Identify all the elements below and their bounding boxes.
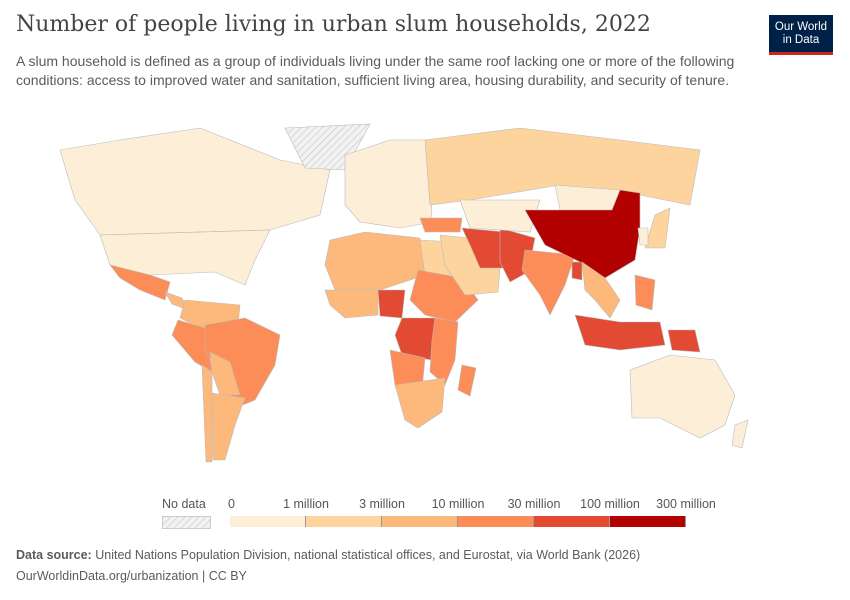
source-label: Data source: [16, 548, 92, 562]
region-bol-pry[interactable] [209, 351, 241, 396]
region-chl[interactable] [201, 364, 213, 463]
region-png[interactable] [667, 329, 701, 353]
region-waf[interactable] [324, 289, 379, 319]
region-can[interactable] [59, 127, 331, 236]
legend-bin-4[interactable] [534, 516, 610, 527]
region-bgd[interactable] [571, 261, 583, 281]
chart-subtitle: A slum household is defined as a group o… [16, 53, 735, 88]
region-eur[interactable] [344, 139, 433, 229]
legend-tick-label: 30 million [507, 497, 561, 511]
logo-line-2: in Data [782, 33, 820, 46]
region-phl[interactable] [634, 274, 656, 311]
legend-tick-label: 10 million [431, 497, 485, 511]
region-irn[interactable] [461, 227, 506, 269]
region-arg[interactable] [211, 392, 246, 461]
legend-no-data-swatch [162, 516, 211, 529]
region-mdg[interactable] [457, 364, 477, 397]
region-aus[interactable] [629, 354, 736, 439]
chart-title: Number of people living in urban slum ho… [16, 12, 651, 37]
legend-tick-label: 300 million [656, 497, 716, 511]
legend-bin-0[interactable] [230, 516, 306, 527]
logo-line-1: Our World [774, 20, 828, 33]
legend-tick-label: 0 [228, 497, 235, 511]
region-mex[interactable] [109, 264, 171, 301]
legend-bin-2[interactable] [382, 516, 458, 527]
region-idn[interactable] [574, 314, 666, 351]
region-nzl[interactable] [731, 419, 749, 449]
legend-tick-label: 100 million [580, 497, 640, 511]
legend-bin-1[interactable] [306, 516, 382, 527]
region-bra[interactable] [204, 317, 281, 409]
legend-bin-5[interactable] [610, 516, 686, 527]
region-tur[interactable] [419, 217, 463, 233]
legend-no-data-hatch [163, 517, 210, 528]
region-nga[interactable] [377, 289, 406, 319]
legend-bin-3[interactable] [458, 516, 534, 527]
region-rus[interactable] [424, 127, 701, 206]
region-naf[interactable] [324, 231, 426, 291]
region-kor[interactable] [637, 227, 649, 246]
url-line[interactable]: OurWorldinData.org/urbanization | CC BY [16, 569, 247, 583]
region-cas[interactable] [459, 199, 541, 233]
region-jpn[interactable] [644, 207, 671, 249]
legend-tick-label: 1 million [283, 497, 329, 511]
region-ind[interactable] [521, 249, 576, 316]
source-line: Data source: United Nations Population D… [16, 548, 640, 562]
region-saf[interactable] [394, 377, 446, 429]
world-map [59, 123, 749, 463]
owid-logo[interactable]: Our World in Data [769, 15, 833, 55]
region-eaf[interactable] [429, 317, 459, 386]
source-text: United Nations Population Division, nati… [95, 548, 641, 562]
legend-no-data-label: No data [162, 497, 206, 511]
region-sea[interactable] [581, 261, 621, 319]
legend-tick-label: 3 million [359, 497, 405, 511]
